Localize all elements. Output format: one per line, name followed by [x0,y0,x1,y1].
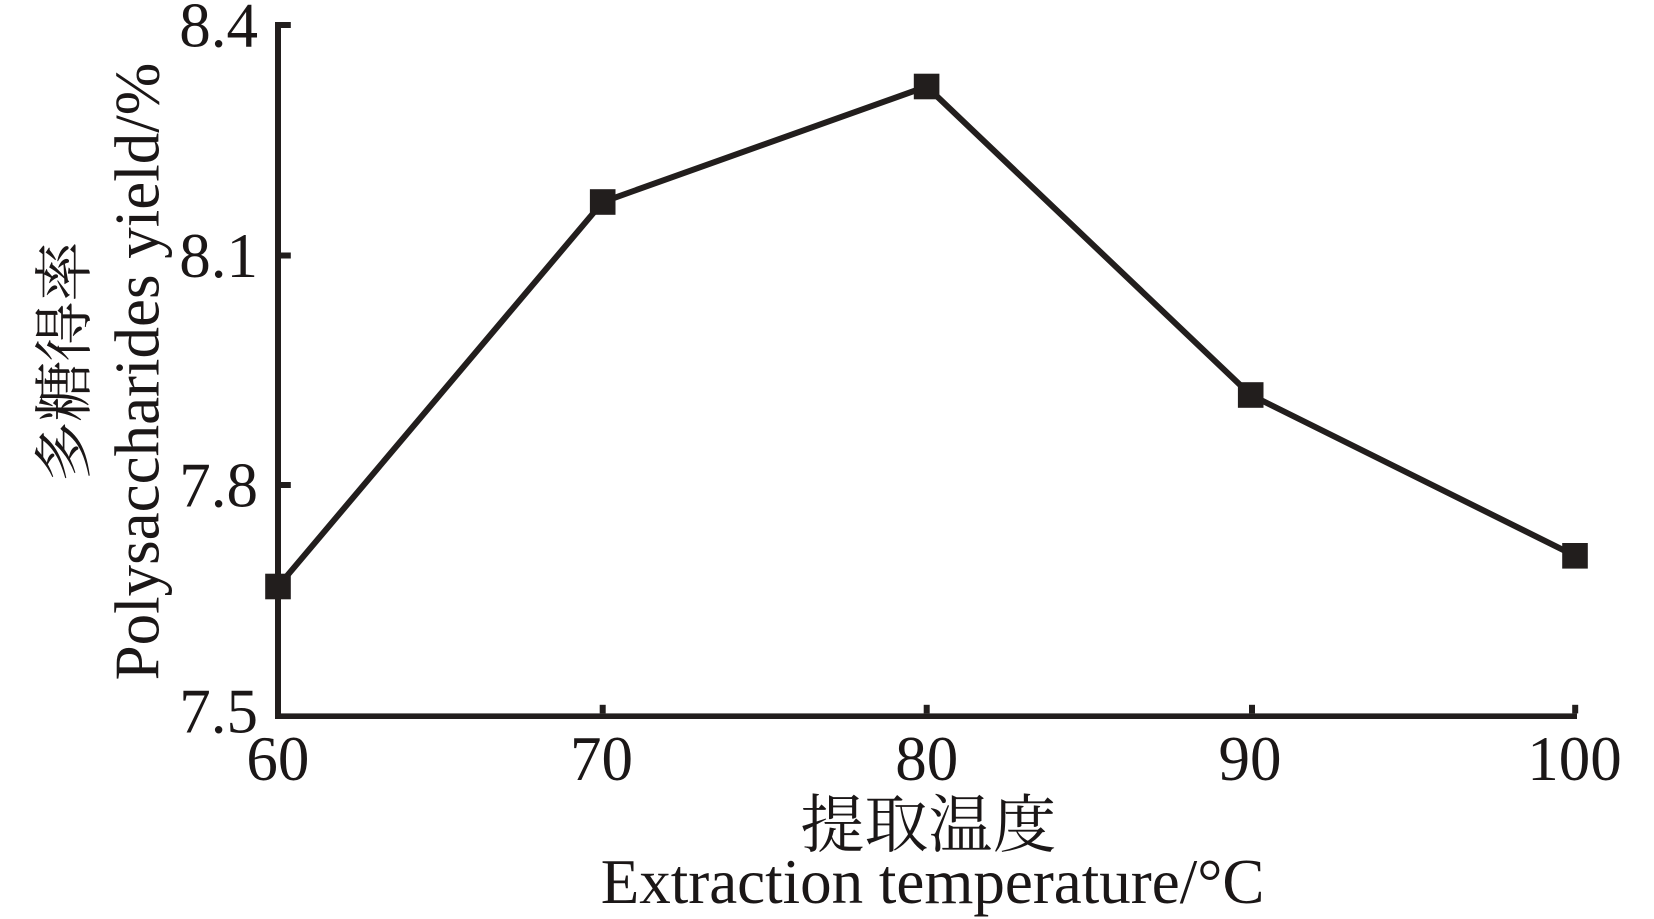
svg-text:70: 70 [570,724,633,794]
svg-text:Extraction temperature/°C: Extraction temperature/°C [601,847,1265,917]
svg-text:7.8: 7.8 [179,450,258,520]
svg-text:8.1: 8.1 [179,221,258,291]
svg-text:Polysaccharides yield/%: Polysaccharides yield/% [103,63,173,681]
svg-text:90: 90 [1219,724,1282,794]
svg-text:60: 60 [246,724,309,794]
svg-text:8.4: 8.4 [179,0,258,60]
svg-text:80: 80 [895,724,958,794]
svg-text:100: 100 [1527,724,1622,794]
svg-text:7.5: 7.5 [179,677,258,747]
